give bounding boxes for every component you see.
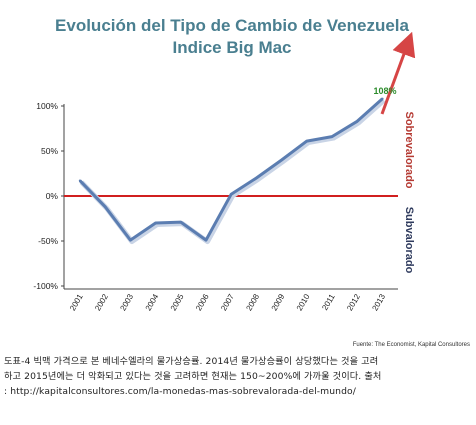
data-point-2012 <box>356 120 359 123</box>
x-tick-label: 2004 <box>144 292 161 312</box>
data-point-2006 <box>204 238 208 242</box>
x-tick-labels: 2001 2002 2003 2004 2005 2006 2007 2008 2009 2010… <box>68 292 387 312</box>
x-tick-label: 2010 <box>295 292 312 312</box>
y-tick-label: -100% <box>33 281 58 291</box>
data-point-2013 <box>381 97 384 101</box>
x-tick-label: 2013 <box>370 292 387 312</box>
caption-line-3: : http://kapitalconsultores.com/la-moned… <box>4 386 356 397</box>
data-point-2011 <box>330 135 334 138</box>
x-tick-label: 2006 <box>194 292 211 312</box>
series-line-group <box>78 97 386 245</box>
data-point-2001 <box>78 179 82 182</box>
caption-line-2: 하고 2015년에는 더 악화되고 있다는 것을 고려하면 현재는 150~20… <box>4 371 382 382</box>
chart-title-line2: Indice Big Mac <box>172 38 291 57</box>
x-tick-label: 2009 <box>270 292 287 312</box>
x-tick-label: 2012 <box>345 292 362 312</box>
chart-source: Fuente: The Economist, Kapital Consultor… <box>353 342 470 348</box>
chart-title-line1: Evolución del Tipo de Cambio de Venezuel… <box>55 16 409 35</box>
data-point-2002 <box>104 205 107 208</box>
x-tick-label: 2007 <box>219 292 236 312</box>
peak-value-label: 108% <box>373 86 396 96</box>
data-point-2008 <box>255 176 258 180</box>
y-tick-label: 50% <box>41 146 58 156</box>
x-tick-label: 2011 <box>320 292 337 312</box>
y-tick-label: -50% <box>38 236 58 246</box>
trend-arrow <box>380 31 416 115</box>
chart: Evolución del Tipo de Cambio de Venezuel… <box>33 16 470 348</box>
data-point-2009 <box>280 158 283 162</box>
data-point-2010 <box>305 139 308 143</box>
figure-caption: 도표-4 빅맥 가격으로 본 베네수엘라의 물가상승률. 2014년 물가상승률… <box>4 354 472 399</box>
x-tick-label: 2001 <box>68 292 85 312</box>
x-tick-label: 2002 <box>93 292 110 312</box>
side-label-undervalued: Subvalorado <box>403 207 415 274</box>
data-point-2005 <box>179 220 182 224</box>
data-point-2007 <box>230 193 233 196</box>
y-tick-labels: 100% 50% 0% -50% -100% <box>33 101 64 291</box>
data-point-2004 <box>154 221 157 225</box>
caption-line-1: 도표-4 빅맥 가격으로 본 베네수엘라의 물가상승률. 2014년 물가상승률… <box>4 356 379 367</box>
x-tick-label: 2005 <box>169 292 186 312</box>
series-line-shadow <box>79 98 386 245</box>
y-tick-label: 0% <box>46 191 59 201</box>
series-line <box>78 97 384 242</box>
data-point-2003 <box>129 238 132 242</box>
x-tick-label: 2003 <box>118 292 135 312</box>
y-tick-label: 100% <box>36 101 58 111</box>
x-tick-label: 2008 <box>244 292 261 312</box>
side-label-overvalued: Sobrevalorado <box>403 111 415 188</box>
